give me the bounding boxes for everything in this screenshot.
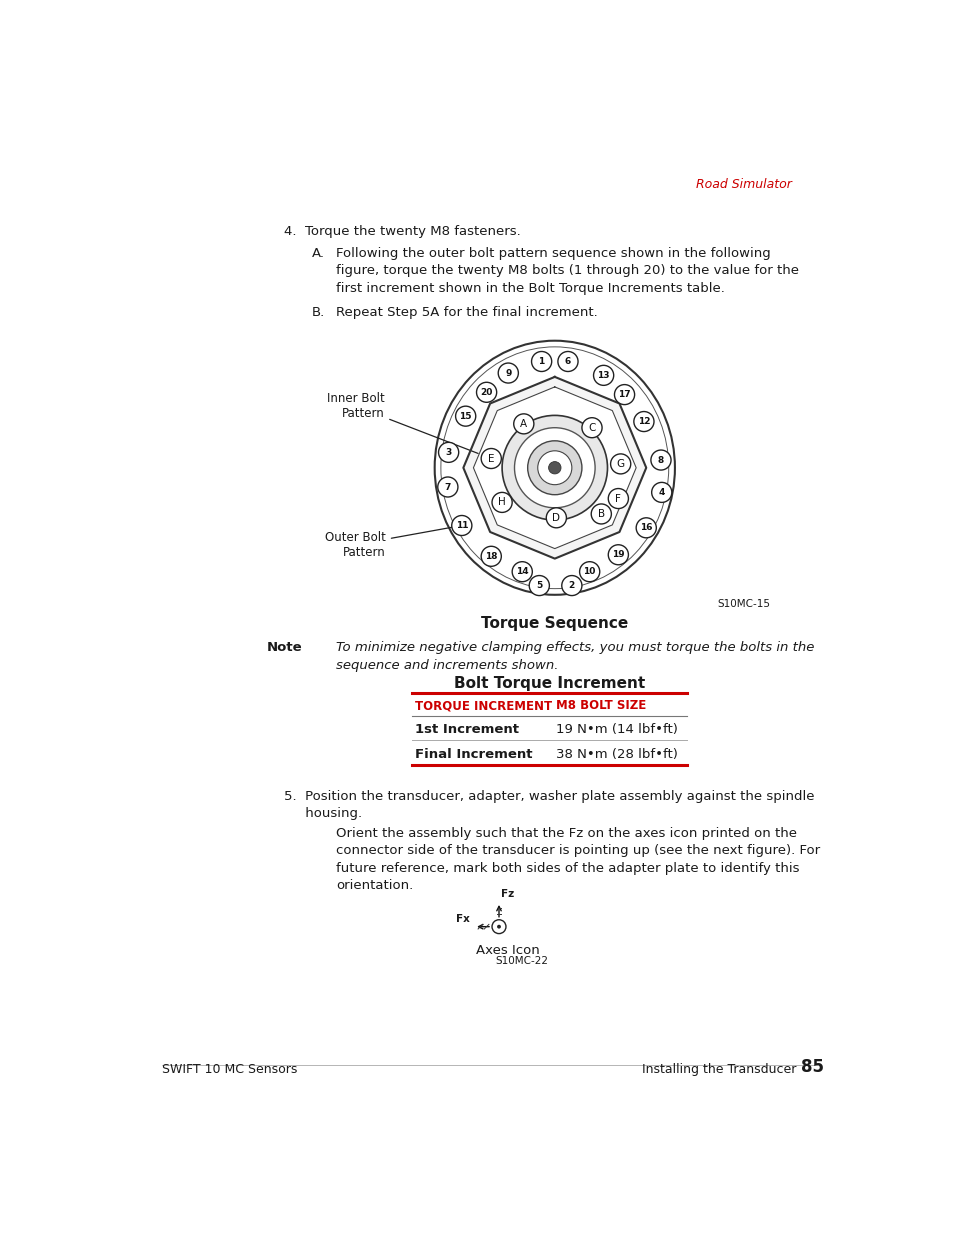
Circle shape: [579, 562, 599, 582]
Text: 2: 2: [568, 580, 575, 590]
Circle shape: [438, 442, 458, 462]
Polygon shape: [473, 387, 636, 548]
Text: 17: 17: [618, 390, 630, 399]
Text: M8 BOLT SIZE: M8 BOLT SIZE: [555, 699, 645, 713]
Text: 13: 13: [597, 370, 609, 380]
Text: To minimize negative clamping effects, you must torque the bolts in the
sequence: To minimize negative clamping effects, y…: [335, 641, 814, 672]
Text: E: E: [488, 453, 494, 463]
Text: Orient the assembly such that the Fz on the axes icon printed on the
connector s: Orient the assembly such that the Fz on …: [335, 826, 820, 892]
Circle shape: [476, 383, 497, 403]
Text: 1st Increment: 1st Increment: [415, 722, 518, 736]
Text: Fx: Fx: [456, 914, 469, 924]
Circle shape: [558, 352, 578, 372]
Polygon shape: [463, 377, 645, 558]
Text: Installing the Transducer: Installing the Transducer: [641, 1063, 796, 1076]
Circle shape: [527, 441, 581, 495]
Circle shape: [537, 451, 571, 484]
Text: 19: 19: [612, 551, 624, 559]
Circle shape: [492, 493, 512, 513]
Text: B: B: [598, 509, 604, 519]
Circle shape: [501, 415, 607, 520]
Text: Bolt Torque Increment: Bolt Torque Increment: [454, 676, 645, 692]
Circle shape: [608, 489, 628, 509]
Text: Outer Bolt
Pattern: Outer Bolt Pattern: [325, 525, 457, 558]
Text: Final Increment: Final Increment: [415, 747, 532, 761]
Text: 10: 10: [583, 567, 596, 577]
Text: 15: 15: [459, 411, 472, 421]
Text: Torque Sequence: Torque Sequence: [480, 616, 628, 631]
Text: Repeat Step 5A for the final increment.: Repeat Step 5A for the final increment.: [335, 306, 598, 319]
Circle shape: [651, 483, 671, 503]
Circle shape: [608, 545, 628, 564]
Text: S10MC-22: S10MC-22: [495, 956, 548, 966]
Text: 7: 7: [444, 483, 451, 492]
Text: 4: 4: [658, 488, 664, 496]
Circle shape: [437, 477, 457, 496]
Text: 12: 12: [637, 417, 650, 426]
Text: 38 N•m (28 lbf•ft): 38 N•m (28 lbf•ft): [555, 747, 677, 761]
Text: F: F: [615, 494, 620, 504]
Text: 20: 20: [480, 388, 493, 396]
Circle shape: [650, 450, 670, 471]
Text: 18: 18: [484, 552, 497, 561]
Text: 1: 1: [537, 357, 544, 366]
Text: H: H: [497, 498, 505, 508]
Circle shape: [497, 363, 517, 383]
Text: 19 N•m (14 lbf•ft): 19 N•m (14 lbf•ft): [555, 722, 677, 736]
Text: 11: 11: [456, 521, 468, 530]
Text: B.: B.: [311, 306, 324, 319]
Circle shape: [480, 546, 500, 567]
Circle shape: [452, 515, 472, 536]
Text: D: D: [552, 513, 559, 522]
Text: 14: 14: [516, 567, 528, 577]
Circle shape: [636, 517, 656, 537]
Text: C: C: [588, 422, 595, 432]
Circle shape: [546, 508, 566, 527]
Circle shape: [614, 384, 634, 405]
Circle shape: [529, 576, 549, 595]
Circle shape: [581, 417, 601, 437]
Text: G: G: [616, 459, 624, 469]
Text: A: A: [519, 419, 527, 429]
Circle shape: [513, 414, 534, 433]
Text: 3: 3: [445, 448, 452, 457]
Circle shape: [633, 411, 654, 431]
Ellipse shape: [435, 341, 674, 595]
Circle shape: [591, 504, 611, 524]
Circle shape: [531, 352, 551, 372]
Text: 8: 8: [658, 456, 663, 464]
Circle shape: [456, 406, 476, 426]
Text: 5.  Position the transducer, adapter, washer plate assembly against the spindle
: 5. Position the transducer, adapter, was…: [284, 789, 814, 820]
Circle shape: [593, 366, 613, 385]
Circle shape: [610, 454, 630, 474]
Text: 4.  Torque the twenty M8 fasteners.: 4. Torque the twenty M8 fasteners.: [284, 225, 520, 238]
Text: Fz: Fz: [500, 889, 514, 899]
Circle shape: [561, 576, 581, 595]
Text: Inner Bolt
Pattern: Inner Bolt Pattern: [326, 393, 487, 457]
Text: Axes Icon: Axes Icon: [476, 944, 539, 957]
Text: 6: 6: [564, 357, 571, 366]
Circle shape: [514, 427, 595, 508]
Text: TORQUE INCREMENT: TORQUE INCREMENT: [415, 699, 552, 713]
Text: Note: Note: [266, 641, 302, 655]
Circle shape: [512, 562, 532, 582]
Text: A.: A.: [311, 247, 324, 259]
Text: Following the outer bolt pattern sequence shown in the following
figure, torque : Following the outer bolt pattern sequenc…: [335, 247, 799, 295]
Text: S10MC-15: S10MC-15: [717, 599, 769, 609]
Text: 9: 9: [504, 368, 511, 378]
Circle shape: [480, 448, 500, 468]
Text: 5: 5: [536, 580, 542, 590]
Circle shape: [497, 925, 500, 929]
Text: SWIFT 10 MC Sensors: SWIFT 10 MC Sensors: [162, 1063, 297, 1076]
Text: Road Simulator: Road Simulator: [696, 178, 791, 191]
Text: 16: 16: [639, 524, 652, 532]
Circle shape: [548, 462, 560, 474]
Text: 85: 85: [801, 1058, 823, 1076]
